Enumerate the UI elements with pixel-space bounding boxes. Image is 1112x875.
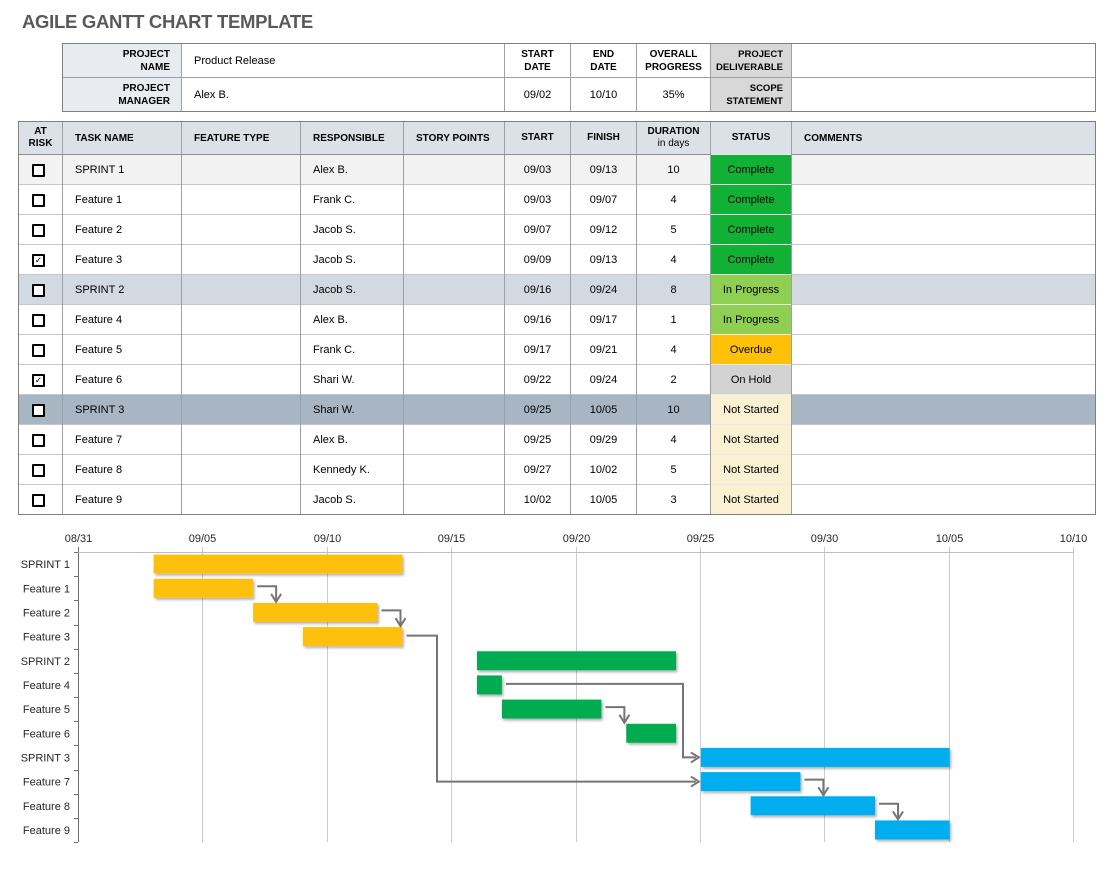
svg-text:10/10: 10/10 bbox=[1060, 533, 1088, 545]
svg-text:08/31: 08/31 bbox=[65, 533, 93, 545]
svg-text:09/20: 09/20 bbox=[563, 533, 591, 545]
svg-text:Feature 1: Feature 1 bbox=[23, 583, 70, 595]
svg-text:SPRINT 2: SPRINT 2 bbox=[21, 656, 70, 668]
svg-text:10/05: 10/05 bbox=[936, 533, 964, 545]
svg-text:Feature 9: Feature 9 bbox=[23, 825, 70, 837]
svg-text:Feature 2: Feature 2 bbox=[23, 607, 70, 619]
svg-text:09/05: 09/05 bbox=[189, 533, 217, 545]
svg-text:Feature 3: Feature 3 bbox=[23, 632, 70, 644]
svg-text:SPRINT 1: SPRINT 1 bbox=[21, 559, 70, 571]
svg-text:09/30: 09/30 bbox=[811, 533, 839, 545]
svg-text:Feature 8: Feature 8 bbox=[23, 801, 70, 813]
svg-text:09/10: 09/10 bbox=[314, 533, 342, 545]
svg-text:09/25: 09/25 bbox=[687, 533, 715, 545]
svg-text:09/15: 09/15 bbox=[438, 533, 466, 545]
svg-text:SPRINT 3: SPRINT 3 bbox=[21, 752, 70, 764]
svg-text:Feature 7: Feature 7 bbox=[23, 777, 70, 789]
svg-text:Feature 5: Feature 5 bbox=[23, 704, 70, 716]
svg-text:Feature 6: Feature 6 bbox=[23, 728, 70, 740]
svg-text:Feature 4: Feature 4 bbox=[23, 680, 70, 692]
